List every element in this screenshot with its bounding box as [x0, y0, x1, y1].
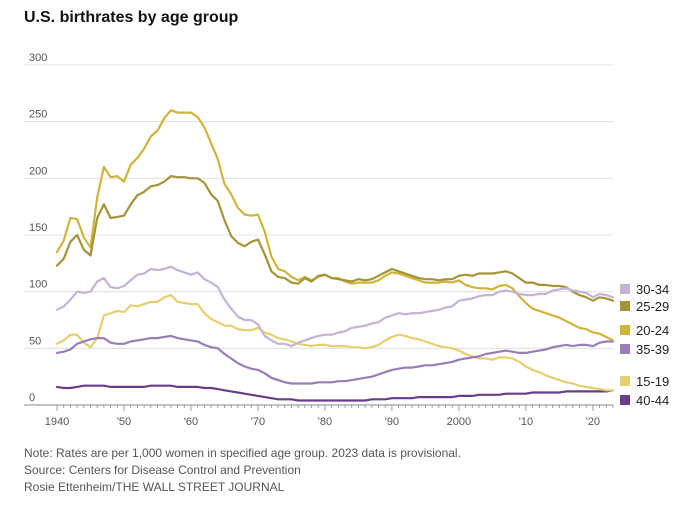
- chart-notes: Note: Rates are per 1,000 women in speci…: [24, 445, 461, 496]
- y-tick-label: 50: [29, 335, 41, 347]
- x-tick-label: '60: [184, 416, 198, 428]
- source-text: Source: Centers for Disease Control and …: [24, 463, 301, 477]
- x-tick-label: 2000: [447, 416, 471, 428]
- y-tick-label: 100: [29, 279, 47, 291]
- note-text: Note: Rates are per 1,000 women in speci…: [24, 446, 461, 460]
- credit-text: Rosie Ettenheim/THE WALL STREET JOURNAL: [24, 480, 285, 494]
- legend-label-25-29: 25-29: [636, 299, 669, 314]
- x-tick-label: '70: [251, 416, 265, 428]
- legend-swatch-15-19: [620, 376, 630, 386]
- legend-label-30-34: 30-34: [636, 282, 669, 297]
- series-line-40-44: [55, 384, 615, 402]
- series-lines: [55, 109, 615, 402]
- y-axis-tick-labels: 0 50 100 150 200 250 300: [29, 52, 47, 404]
- legend-swatch-25-29: [620, 301, 630, 311]
- x-tick-label: '80: [318, 416, 332, 428]
- x-tick-label: '20: [586, 416, 600, 428]
- series-line-25-29: [55, 175, 615, 302]
- series-line-15-19: [55, 294, 615, 392]
- y-tick-label: 250: [29, 109, 47, 121]
- x-tick-label: 1940: [45, 416, 69, 428]
- legend-swatch-40-44: [620, 395, 630, 405]
- x-tick-label: '90: [385, 416, 399, 428]
- line-chart: 0 50 100 150 200 250 300 1940 '50 '60 '70 '80 '90 20…: [24, 52, 669, 428]
- y-tick-label: 200: [29, 165, 47, 177]
- legend-label-15-19: 15-19: [636, 374, 669, 389]
- legend-label-20-24: 20-24: [636, 323, 669, 338]
- series-line-35-39: [55, 334, 615, 385]
- legend-swatch-20-24: [620, 325, 630, 335]
- y-tick-label: 0: [29, 392, 35, 404]
- series-line-30-34: [55, 265, 615, 348]
- legend: 30-34 25-29 20-24 35-39 15-19 40-44: [620, 282, 669, 408]
- x-axis: 1940 '50 '60 '70 '80 '90 2000 '10 '20: [45, 405, 614, 428]
- x-tick-label: '10: [519, 416, 533, 428]
- y-tick-label: 150: [29, 222, 47, 234]
- legend-swatch-35-39: [620, 344, 630, 354]
- x-tick-label: '50: [117, 416, 131, 428]
- legend-label-35-39: 35-39: [636, 342, 669, 357]
- legend-label-40-44: 40-44: [636, 393, 669, 408]
- chart-title: U.S. birthrates by age group: [24, 9, 239, 26]
- y-tick-label: 300: [29, 52, 47, 64]
- legend-swatch-30-34: [620, 284, 630, 294]
